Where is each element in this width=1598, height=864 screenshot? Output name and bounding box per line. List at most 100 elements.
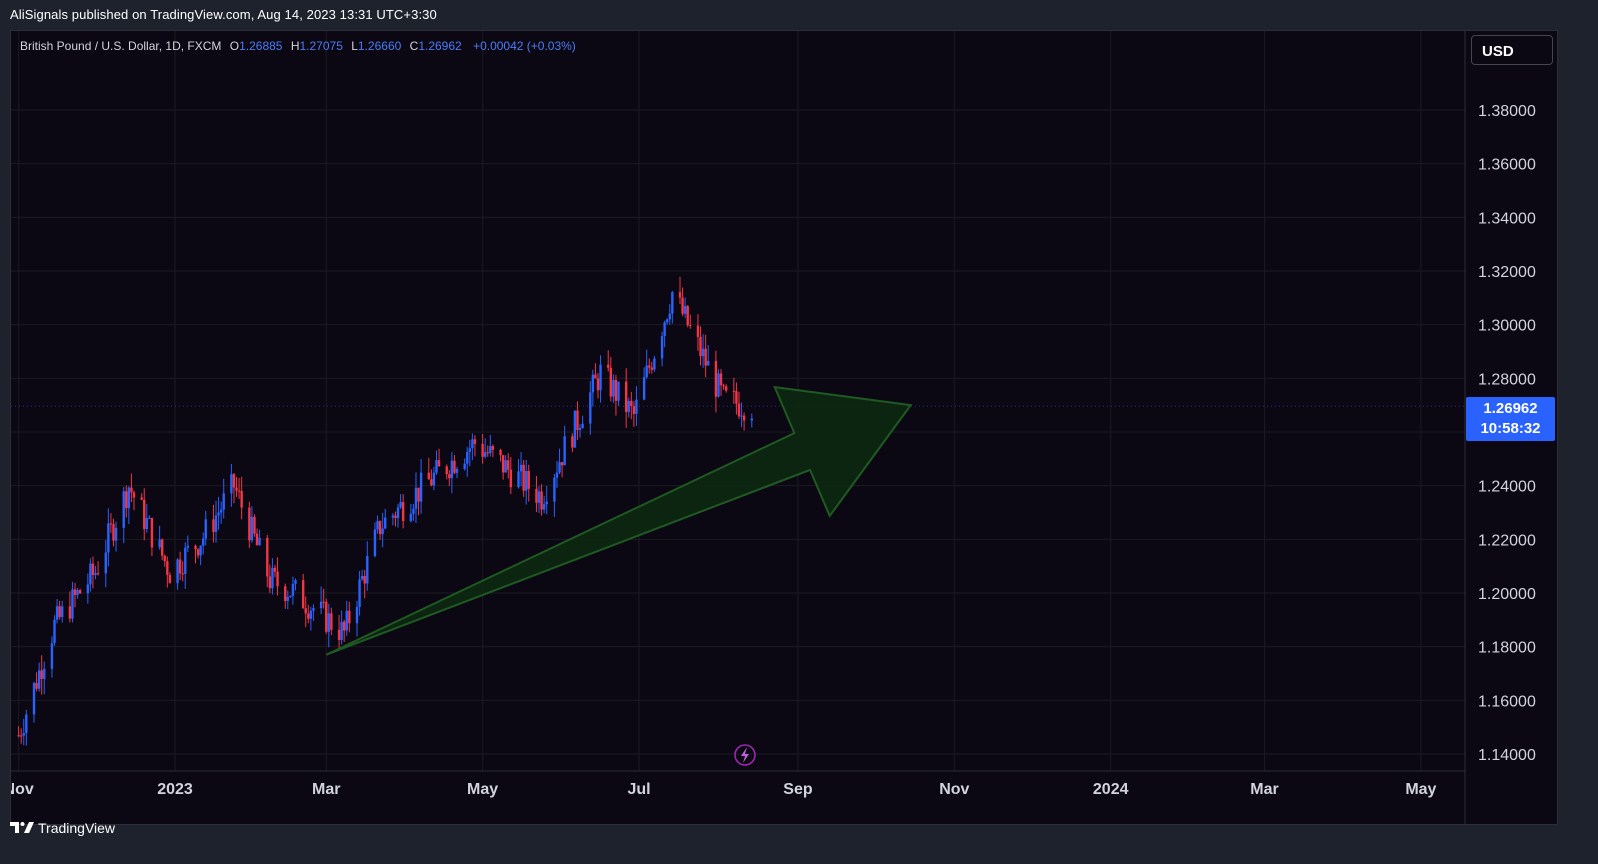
candle — [632, 401, 636, 427]
candle — [348, 601, 351, 633]
candle-body — [535, 488, 538, 503]
candle-body — [717, 373, 720, 397]
candle-body — [17, 735, 20, 737]
x-tick-label: 2023 — [157, 781, 193, 798]
candle-body — [699, 336, 702, 357]
candle — [309, 606, 313, 631]
candle-body — [150, 517, 154, 548]
candle — [609, 356, 613, 402]
candle — [271, 558, 274, 595]
candle — [327, 603, 331, 648]
y-tick-label: 1.38000 — [1478, 103, 1536, 120]
candle — [184, 542, 187, 589]
candle — [366, 541, 369, 591]
candle — [563, 425, 566, 466]
candle — [143, 488, 146, 541]
currency-button[interactable]: USD — [1471, 35, 1553, 65]
candle — [504, 455, 507, 473]
candle-body — [573, 410, 577, 448]
candle — [17, 726, 20, 738]
candle — [22, 718, 25, 746]
candle — [140, 493, 143, 501]
candle-body — [671, 292, 674, 314]
candle-body — [337, 629, 341, 640]
candle — [648, 358, 651, 374]
candle — [186, 535, 190, 553]
candle-body — [483, 452, 487, 457]
candle-body — [132, 492, 136, 498]
candle — [358, 570, 361, 616]
candle — [212, 504, 215, 543]
candle-body — [642, 376, 646, 400]
candle — [342, 619, 346, 642]
y-tick-label: 1.20000 — [1478, 586, 1536, 603]
chart-canvas[interactable]: 1.38000 1.36000 1.34000 1.32000 1.30000 1.280… — [11, 31, 1557, 824]
candle — [491, 444, 495, 458]
tradingview-brand[interactable]: TradingView — [10, 820, 115, 836]
candle-body — [419, 472, 423, 502]
candle-body — [291, 583, 295, 596]
candle-body — [163, 555, 166, 562]
candle-body — [212, 519, 215, 532]
candle — [471, 433, 474, 461]
candle-body — [25, 714, 28, 734]
candle-body — [55, 606, 59, 620]
candle — [686, 305, 689, 328]
chart-pane[interactable]: 1.38000 1.36000 1.34000 1.32000 1.30000 1.280… — [10, 30, 1558, 825]
candle-body — [665, 319, 669, 323]
candle-body — [342, 621, 346, 631]
candle-body — [663, 322, 666, 337]
candle — [578, 424, 582, 438]
candle-body — [542, 504, 546, 510]
candle — [86, 573, 90, 604]
candle-body — [545, 501, 548, 505]
candle — [289, 595, 292, 598]
x-tick-label: May — [467, 781, 498, 798]
candle-body — [553, 477, 556, 502]
low-value: 1.26660 — [357, 39, 402, 53]
candle-body — [448, 474, 451, 479]
candle-body — [312, 608, 315, 611]
candle — [37, 662, 41, 692]
candle — [384, 508, 387, 530]
candle-body — [166, 561, 169, 575]
y-tick-label: 1.36000 — [1478, 157, 1536, 174]
candle-body — [614, 379, 618, 401]
candle — [645, 349, 648, 379]
candle — [307, 604, 310, 624]
candle — [130, 473, 133, 502]
candle-body — [653, 358, 656, 370]
candle-body — [648, 365, 651, 368]
candle — [330, 607, 333, 636]
candle — [678, 276, 682, 305]
lightning-icon — [734, 744, 756, 766]
candle — [276, 557, 279, 596]
candle-body — [181, 573, 184, 575]
candle — [750, 413, 753, 428]
candle-body — [276, 571, 279, 587]
candle-body — [104, 552, 107, 574]
candle — [112, 518, 115, 547]
candle — [522, 460, 525, 497]
candle-body — [509, 469, 513, 488]
candle-body — [76, 590, 79, 596]
candle — [399, 494, 402, 509]
candle-body — [437, 460, 441, 467]
candle-body — [345, 610, 348, 631]
candle-body — [558, 462, 561, 473]
candle-body — [125, 491, 128, 509]
candle — [553, 473, 556, 517]
candle-body — [707, 360, 710, 366]
candle — [255, 528, 259, 546]
candle-body — [127, 487, 131, 509]
candle — [714, 350, 718, 413]
candle — [707, 345, 710, 366]
candle-body — [255, 533, 259, 546]
candle — [481, 433, 484, 464]
candle-body — [560, 462, 564, 466]
candle-body — [109, 523, 113, 525]
candle-body — [624, 381, 628, 412]
candle-body — [284, 586, 287, 601]
candle — [509, 457, 513, 495]
candle — [273, 564, 277, 578]
